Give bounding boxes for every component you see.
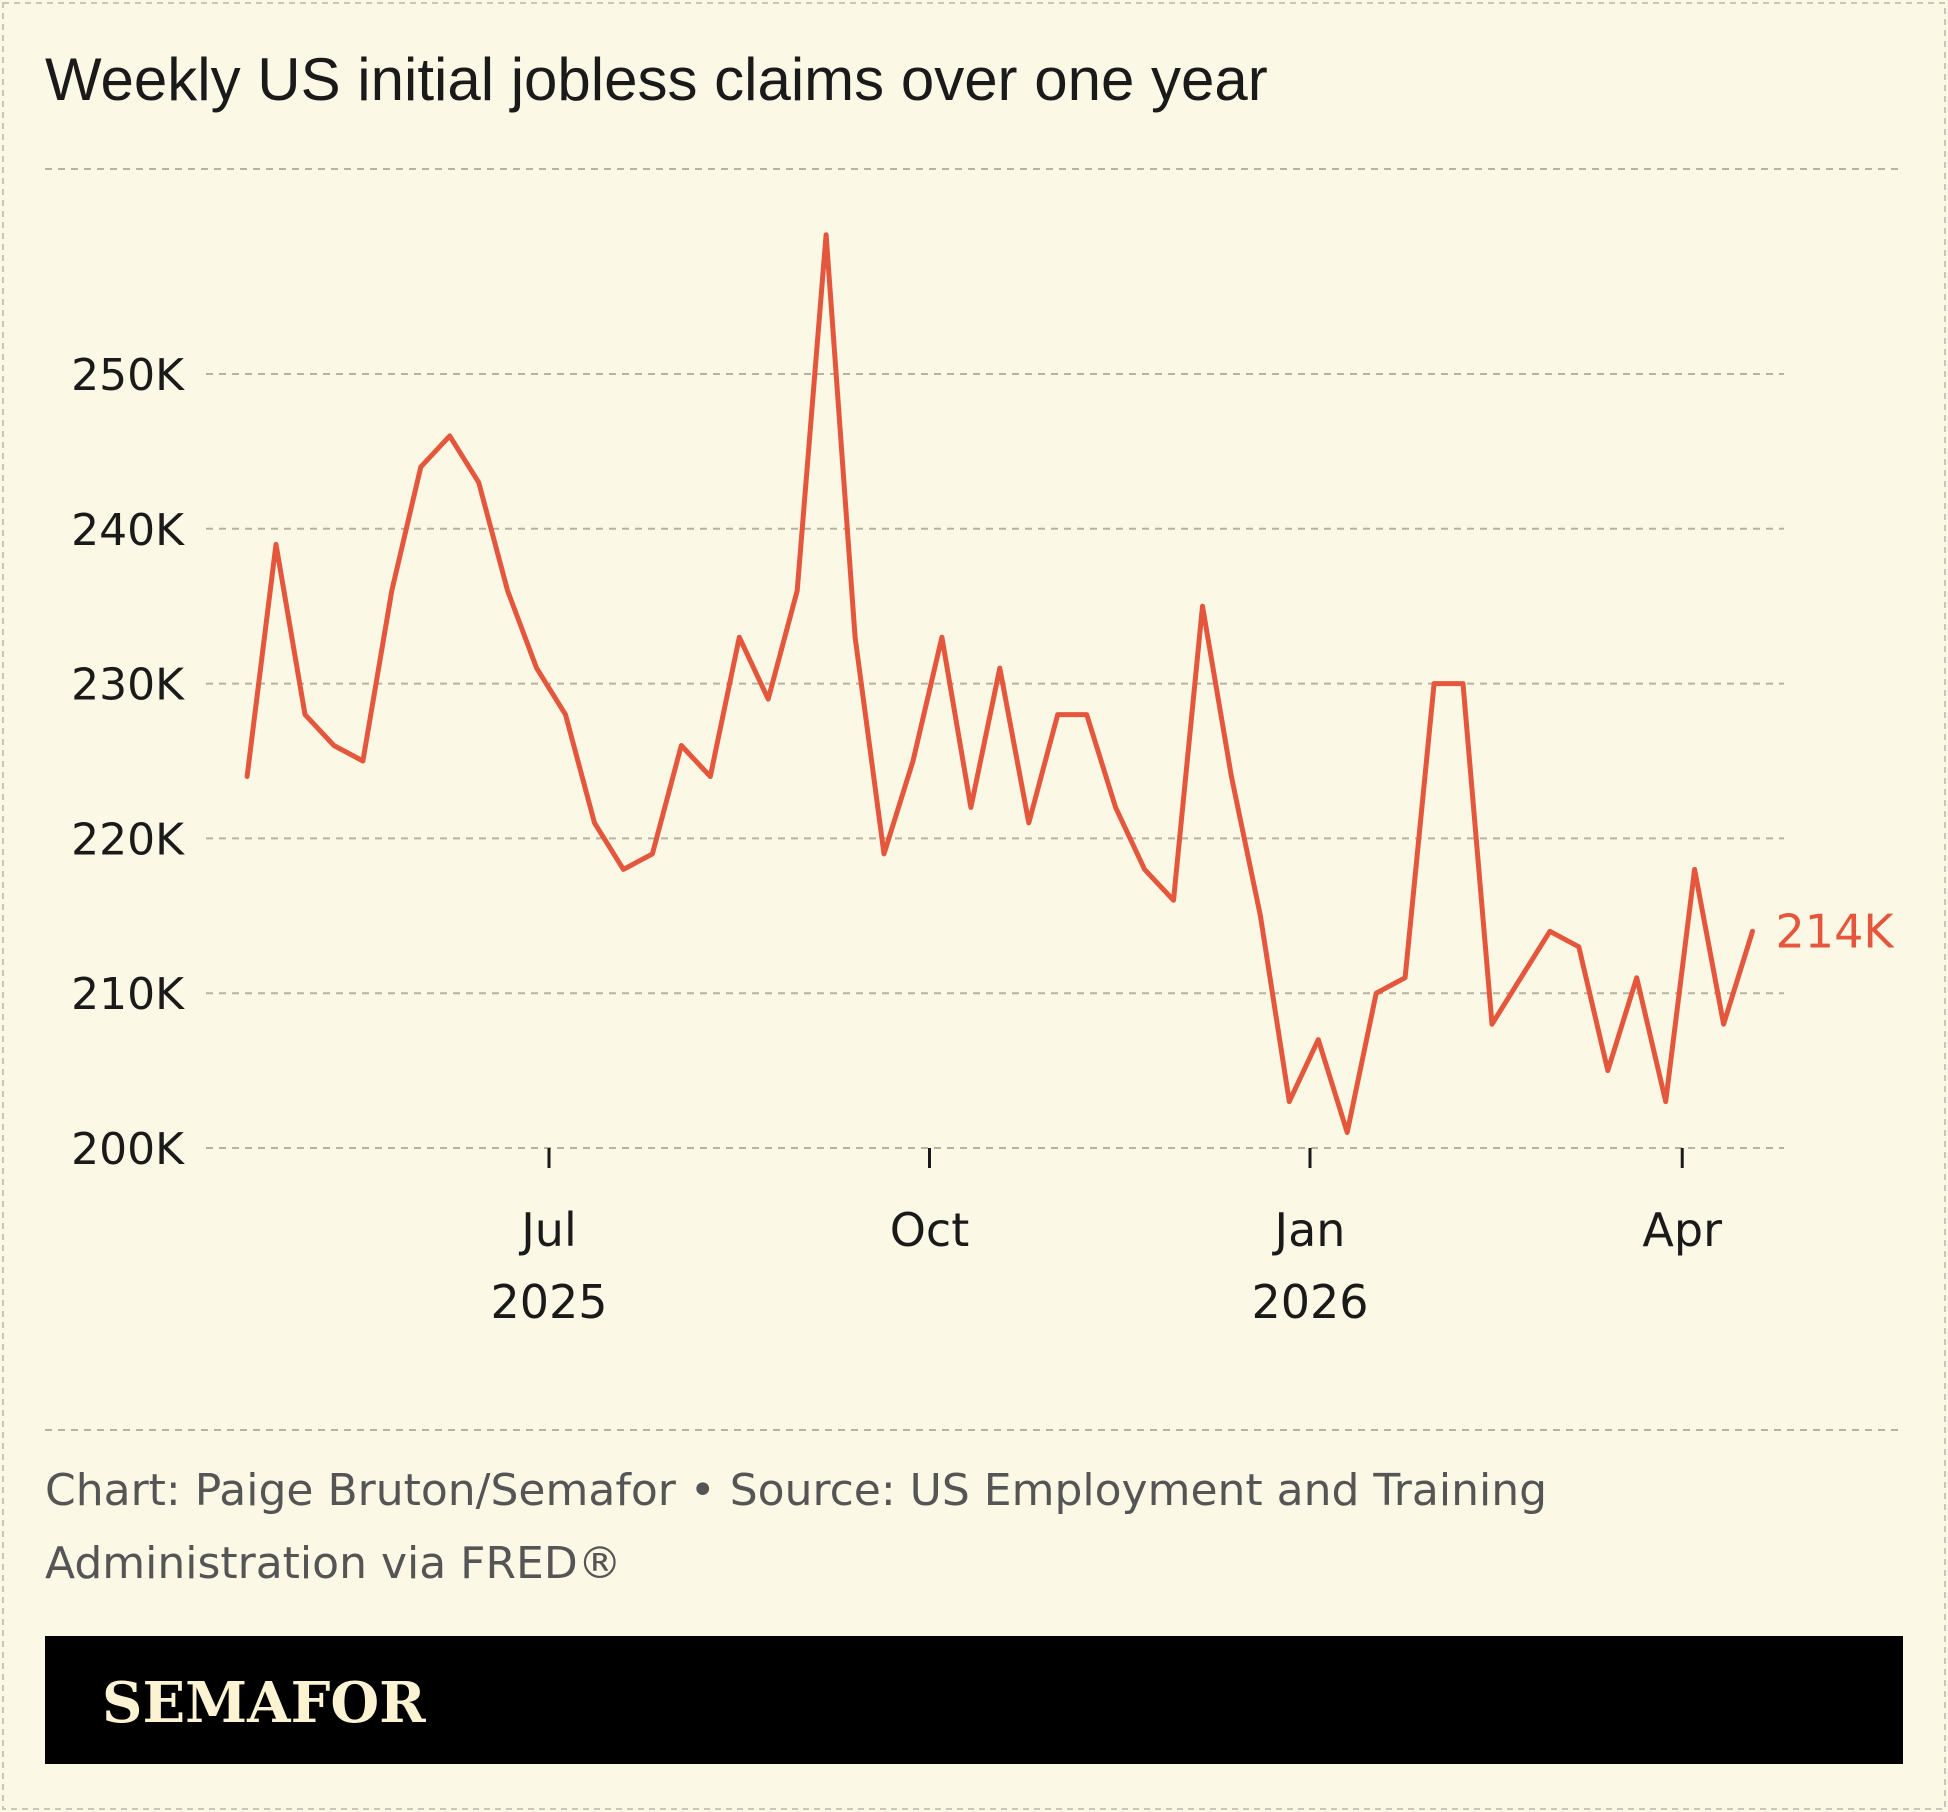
series-line	[244, 232, 1755, 1135]
x-tick-label: Oct	[890, 1203, 970, 1257]
y-tick-label: 220K	[71, 814, 185, 865]
y-tick-label: 200K	[71, 1124, 185, 1175]
x-tick-year: 2026	[1251, 1275, 1368, 1329]
logo-bar	[45, 1636, 1903, 1764]
x-tick-year: 2025	[490, 1275, 607, 1329]
x-axis: Jul 2025 Oct Jan 2026 Apr	[490, 1148, 1722, 1329]
y-tick-label: 230K	[71, 660, 185, 711]
semafor-logo: SEMAFOR	[102, 1670, 426, 1736]
y-tick-label: 240K	[71, 505, 185, 556]
end-value-label: 214K	[1776, 904, 1896, 958]
x-tick-label: Jan	[1272, 1203, 1346, 1257]
y-axis: 200K 210K 220K 230K 240K 250K	[71, 350, 185, 1175]
x-tick-label: Jul	[518, 1203, 577, 1257]
source-line-1: Chart: Paige Bruton/Semafor • Source: US…	[45, 1465, 1547, 1516]
y-tick-label: 210K	[71, 969, 185, 1020]
y-tick-label: 250K	[71, 350, 185, 401]
x-tick-label: Apr	[1642, 1203, 1722, 1257]
chart-title: Weekly US initial jobless claims over on…	[45, 46, 1268, 113]
gridlines	[206, 373, 1784, 1149]
source-line-2: Administration via FRED®	[45, 1538, 622, 1589]
